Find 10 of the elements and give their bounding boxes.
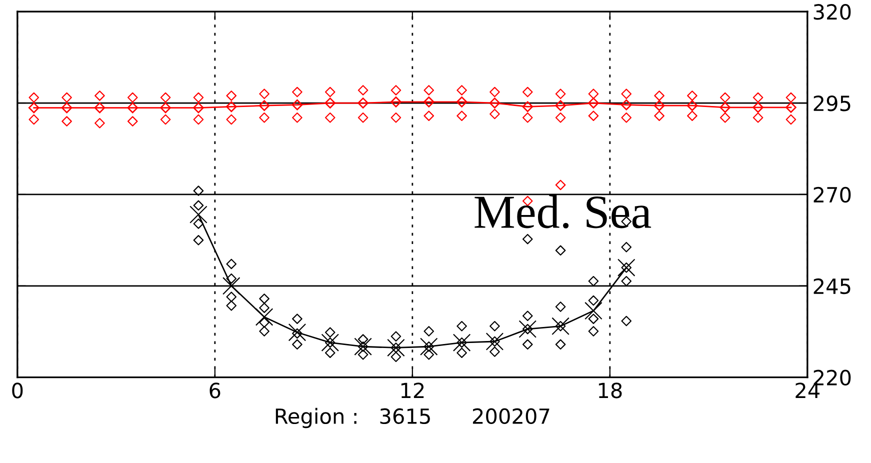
x-tick-label: 12 xyxy=(401,382,424,398)
y-tick-label: 295 xyxy=(814,95,850,112)
x-axis-title: Region : 3615 200207 xyxy=(276,408,550,428)
y-tick-label: 245 xyxy=(814,278,850,294)
y-tick-label: 320 xyxy=(814,4,851,20)
y-tick-label: 270 xyxy=(814,186,851,203)
x-tick-label: 18 xyxy=(598,382,622,398)
x-tick-label: 0 xyxy=(12,382,23,398)
annotation: Med. Sea xyxy=(474,194,652,228)
x-tick-label: 6 xyxy=(210,382,220,398)
